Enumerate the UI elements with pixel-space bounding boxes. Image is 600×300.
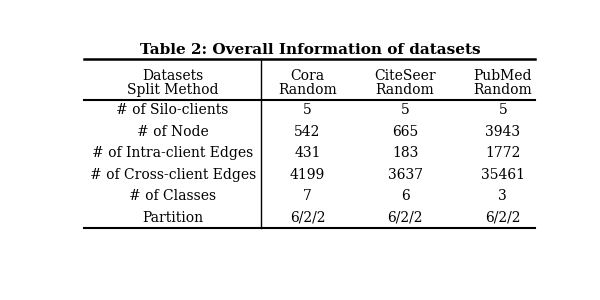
Text: 1772: 1772 [485, 146, 520, 160]
Text: 665: 665 [392, 125, 418, 139]
Text: 4199: 4199 [290, 168, 325, 182]
Text: # of Node: # of Node [137, 125, 209, 139]
Text: 431: 431 [294, 146, 321, 160]
Text: Random: Random [473, 83, 532, 98]
Text: Random: Random [278, 83, 337, 98]
Text: # of Classes: # of Classes [129, 189, 216, 203]
Text: 7: 7 [303, 189, 312, 203]
Text: # of Silo-clients: # of Silo-clients [116, 103, 229, 117]
Text: 5: 5 [499, 103, 507, 117]
Text: Partition: Partition [142, 211, 203, 225]
Text: 6: 6 [401, 189, 410, 203]
Text: 3637: 3637 [388, 168, 423, 182]
Text: # of Cross-client Edges: # of Cross-client Edges [89, 168, 256, 182]
Text: Random: Random [376, 83, 434, 98]
Text: Datasets: Datasets [142, 70, 203, 83]
Text: 6/2/2: 6/2/2 [290, 211, 325, 225]
Text: PubMed: PubMed [473, 70, 532, 83]
Text: 3943: 3943 [485, 125, 520, 139]
Text: 5: 5 [401, 103, 410, 117]
Text: Split Method: Split Method [127, 83, 218, 98]
Text: 183: 183 [392, 146, 418, 160]
Text: 35461: 35461 [481, 168, 525, 182]
Text: 6/2/2: 6/2/2 [485, 211, 521, 225]
Text: CiteSeer: CiteSeer [374, 70, 436, 83]
Text: Table 2: Overall Information of datasets: Table 2: Overall Information of datasets [140, 43, 480, 57]
Text: # of Intra-client Edges: # of Intra-client Edges [92, 146, 253, 160]
Text: Cora: Cora [290, 70, 325, 83]
Text: 542: 542 [295, 125, 320, 139]
Text: 3: 3 [499, 189, 507, 203]
Text: 5: 5 [303, 103, 312, 117]
Text: 6/2/2: 6/2/2 [388, 211, 423, 225]
